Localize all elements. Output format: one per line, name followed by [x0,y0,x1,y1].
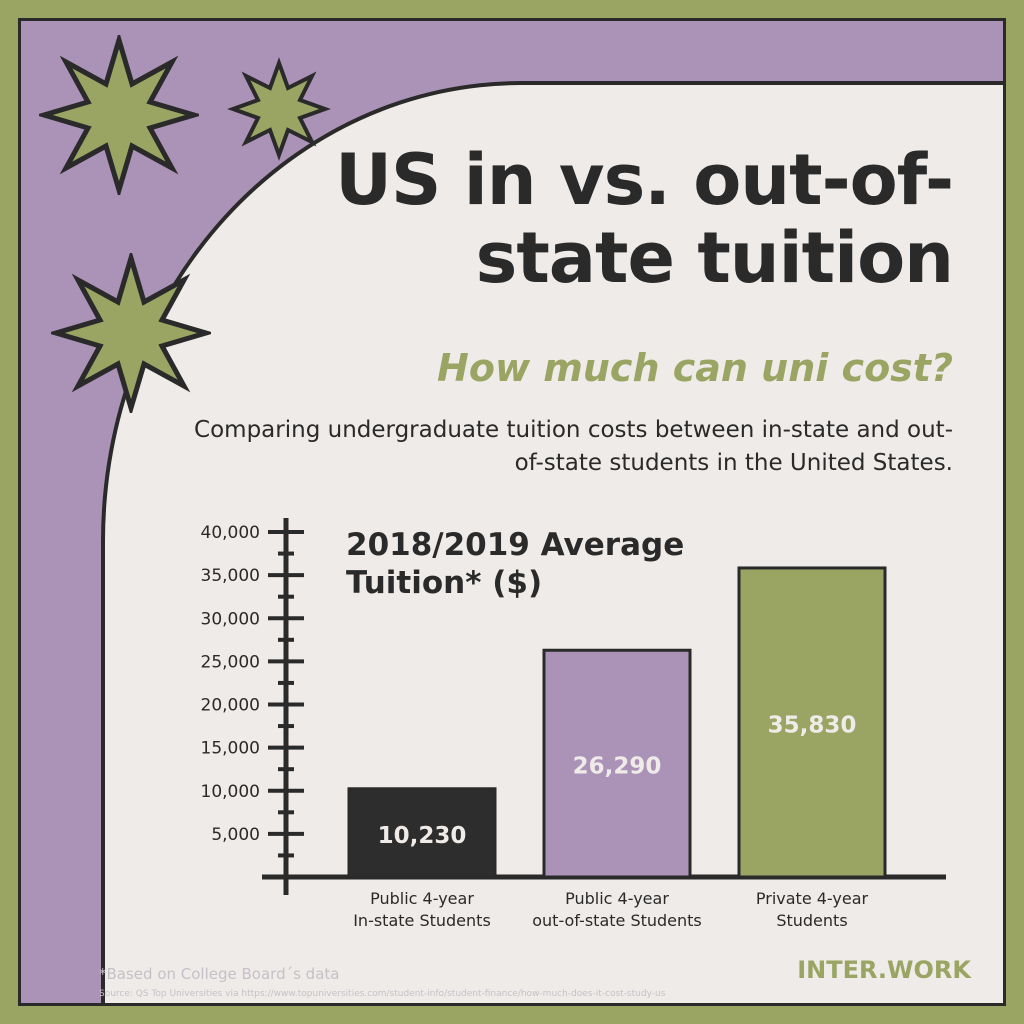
chart-title: 2018/2019 Average Tuition* ($) [346,527,685,601]
x-category-label: Private 4-year [756,889,869,908]
page-description: Comparing undergraduate tuition costs be… [194,417,953,476]
y-tick-label: 20,000 [201,696,260,716]
logo: INTER.WORK [797,956,971,984]
source-text: Source: QS Top Universities via https://… [99,989,666,999]
x-category-label: out-of-state Students [532,911,702,930]
star-icon [39,35,199,195]
x-category-label: Students [776,911,847,930]
y-tick-label: 35,000 [201,566,260,586]
page-subtitle: How much can uni cost? [437,346,953,390]
bar-value-label: 10,230 [378,823,467,849]
star-icon [227,57,331,161]
bar [347,787,497,879]
bar [542,648,692,879]
y-tick-label: 15,000 [201,739,260,759]
x-category-label: In-state Students [353,911,491,930]
y-tick-label: 10,000 [201,782,260,802]
bar-chart: 5,000 10,000 15,000 20,000 25,000 30,000 35,00… [201,518,946,930]
y-tick-label: 30,000 [201,609,260,629]
x-category-label: Public 4-year [370,889,474,908]
bar-value-label: 26,290 [573,754,662,780]
x-category-label: Public 4-year [565,889,669,908]
y-tick-label: 5,000 [211,825,260,845]
page-title: US in vs. out-of-state tuition [335,139,954,299]
y-tick-label: 40,000 [201,523,260,543]
y-tick-label: 25,000 [201,652,260,672]
bar [737,566,887,879]
footnote: *Based on College Board´s data [99,965,340,983]
poster: US in vs. out-of-state tuition How much … [18,18,1006,1006]
star-icon [51,253,211,413]
bar-value-label: 35,830 [768,712,857,738]
